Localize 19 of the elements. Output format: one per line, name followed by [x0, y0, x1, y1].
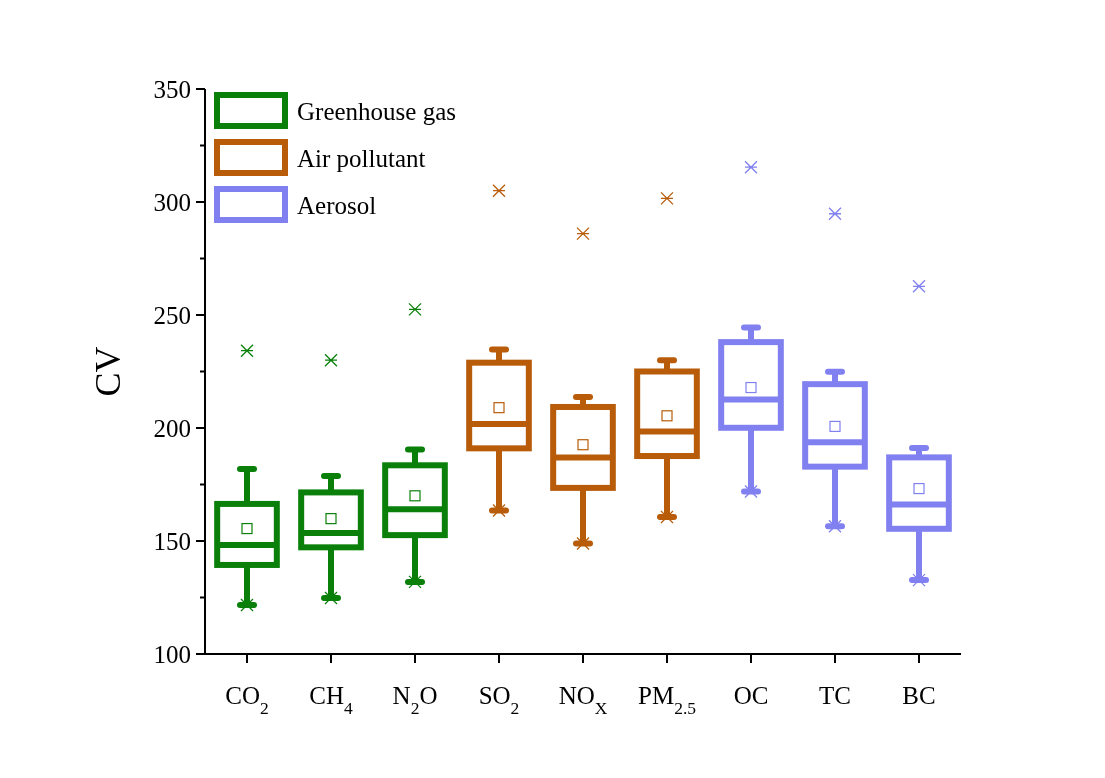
- y-tick-label: 200: [153, 414, 191, 442]
- y-axis-title: CV: [88, 346, 128, 397]
- y-tick-label: 100: [153, 640, 191, 668]
- x-tick-label: SO$_{2}$: [478, 682, 520, 718]
- x-tick-label: N$_{2}$O: [392, 682, 438, 718]
- y-tick-label: 150: [153, 527, 191, 555]
- x-tick-label: CO$_{2}$: [225, 682, 269, 718]
- y-tick-label: 350: [153, 75, 191, 103]
- legend-label: Aerosol: [297, 191, 377, 219]
- y-tick-label: 300: [153, 188, 191, 216]
- x-tick-label: BC: [902, 682, 936, 709]
- y-tick-label: 250: [153, 301, 191, 329]
- x-tick-label: PM$_{2.5}$: [637, 682, 697, 718]
- x-tick-label: CH$_{4}$: [309, 682, 353, 718]
- x-tick-label: TC: [819, 682, 851, 709]
- x-tick-label: NO$_{X}$: [558, 682, 608, 718]
- x-tick-label: OC: [733, 682, 769, 709]
- legend-label: Air pollutant: [297, 144, 426, 172]
- legend-label: Greenhouse gas: [297, 97, 456, 125]
